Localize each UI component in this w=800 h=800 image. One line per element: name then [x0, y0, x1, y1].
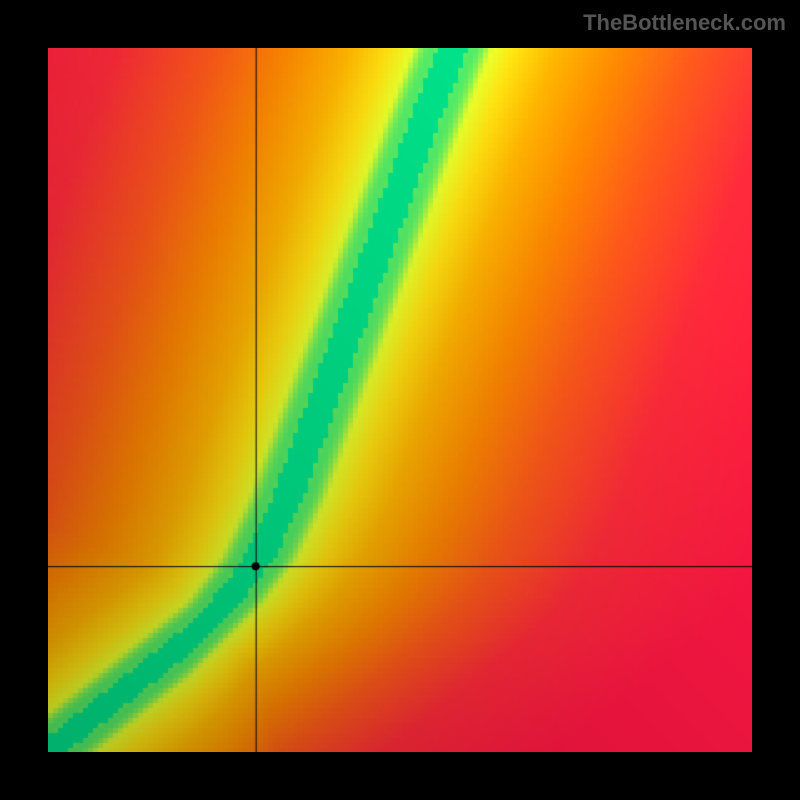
heatmap-canvas [48, 48, 752, 752]
watermark-text: TheBottleneck.com [583, 10, 786, 36]
heatmap-chart [48, 48, 752, 752]
